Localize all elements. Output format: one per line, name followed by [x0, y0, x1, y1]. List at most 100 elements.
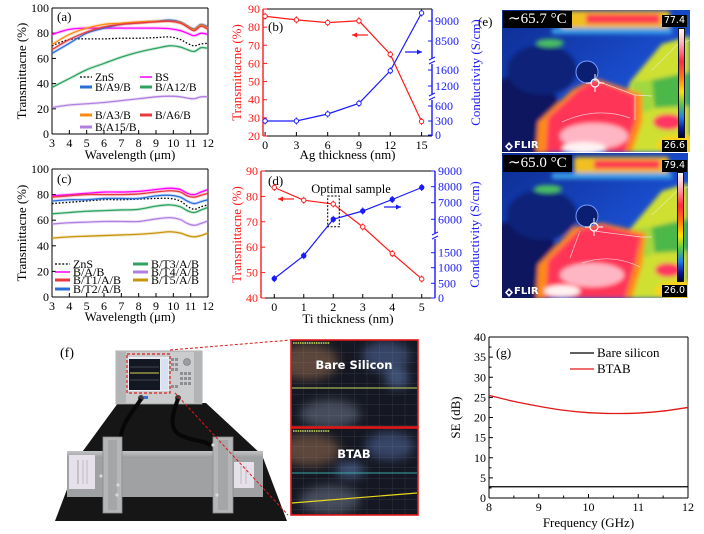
series-b-a12-b [51, 44, 209, 89]
data-point [387, 68, 393, 74]
legend-item: BS [140, 72, 169, 84]
thermal-image-2: ∼65.0 °C 79.4 26.0 FLIR [502, 153, 688, 298]
axis-break-line [428, 92, 436, 97]
panel-label: (a) [57, 9, 71, 24]
legend-label: B/A9/B [95, 82, 131, 94]
legend-label: B/T5/A/B [151, 273, 199, 287]
axis-break-line [431, 231, 439, 236]
scale-max-label: 79.4 [661, 160, 687, 172]
legend-label: B/A3/B [95, 110, 131, 122]
vna-instrument [115, 350, 203, 405]
x-axis-label: Wavelength (μm) [85, 309, 176, 324]
y-tick-label: 60 [246, 240, 258, 254]
x-axis-label: Ti thickness (nm) [302, 311, 393, 326]
panel-label-e: (e) [478, 14, 492, 29]
data-point [418, 118, 425, 125]
hottest-region [560, 263, 624, 287]
edge-line [651, 39, 690, 71]
y2-tick-label: 8000 [438, 180, 462, 194]
y2-tick-label: 9000 [438, 164, 462, 178]
y2-tick-label: 0 [435, 128, 441, 142]
x-tick-label: 7 [118, 136, 124, 150]
data-point [419, 276, 425, 282]
x-tick-label: 11 [185, 136, 197, 150]
x-tick-label: 7 [118, 299, 124, 313]
vna-softkeys [161, 359, 168, 390]
data-point [301, 197, 307, 203]
series-line [488, 394, 689, 415]
y-tick-label: 0 [43, 290, 49, 304]
chart-panel-d: 0 1 2 3 4 54050607080900500100015006000700080… [229, 164, 482, 326]
y-tick-label: 20 [248, 129, 260, 143]
thermal-scene [502, 10, 690, 152]
legend-label: B/T4/A/B [151, 265, 199, 279]
flir-logo: FLIR [505, 287, 539, 297]
hot-spot [655, 263, 681, 277]
legend-item: B/A6/B [140, 110, 191, 122]
data-point [271, 184, 277, 191]
y-tick-label: 40 [246, 291, 258, 305]
series-right-axis [271, 184, 425, 283]
x-axis-label: Frequency (GHz) [543, 515, 634, 530]
y2-tick-label: 8500 [435, 34, 459, 48]
axis-break-gap [432, 233, 438, 239]
series-line [51, 20, 209, 51]
y-axis-label: Transmittacne (%) [14, 185, 29, 282]
x-tick-label: 12 [202, 299, 214, 313]
series-b-a6-b [51, 19, 209, 51]
series-zns [51, 197, 209, 210]
right-arrow-icon [384, 204, 401, 210]
y-tick-label: 20 [37, 264, 49, 278]
flange-bolt [116, 483, 120, 487]
left-arrow-icon [352, 32, 368, 38]
y-tick-label: 10 [474, 451, 486, 465]
x-tick-label: 10 [167, 299, 179, 313]
flange-bolt [211, 443, 215, 447]
series-b-t5-a-b [51, 230, 209, 240]
crosshair-icon [585, 218, 603, 236]
annotation-label: Optimal sample [311, 182, 391, 196]
flange-bolt [99, 474, 103, 478]
y-tick-label: 50 [248, 75, 260, 89]
spot-temperature-label: ∼65.7 °C [503, 11, 572, 28]
legend-label: BS [155, 72, 169, 84]
series-line [51, 194, 209, 205]
axis-break-icon [431, 231, 439, 240]
y-tick-label: 90 [248, 2, 260, 16]
legend-label: B/T3/A/B [151, 257, 199, 271]
left-arrow-icon [278, 196, 294, 202]
y-tick-label: 35 [474, 350, 486, 364]
x-tick-label: 12 [384, 138, 396, 152]
hot-strip [586, 14, 660, 24]
data-point [293, 118, 300, 124]
edge-line [581, 258, 641, 268]
inset-border [290, 427, 419, 516]
inset-label-bare-silicon: Bare Silicon [315, 358, 392, 372]
y2-axis-label: Conductivity (S/cm) [468, 19, 483, 126]
legend-label: ZnS [73, 257, 93, 271]
legend-item: B/T5/A/B [133, 273, 199, 287]
hot-strip [594, 160, 660, 169]
y-tick-label: 80 [37, 188, 49, 202]
edge-line [561, 112, 631, 123]
series-b-t3-a-b [51, 203, 209, 216]
legend-item: B/T2/A/B [55, 282, 121, 296]
y-tick-label: 20 [37, 102, 49, 116]
arrow-head [352, 32, 357, 38]
y2-tick-label: 600 [435, 99, 453, 113]
thermal-scene [502, 153, 688, 298]
data-point [293, 17, 300, 23]
panel-label: (d) [268, 173, 283, 188]
legend-label: B/T2/A/B [73, 282, 121, 296]
x-axis-label: Wavelength (μm) [85, 147, 176, 162]
legend-item: B/A15/B [80, 122, 137, 134]
coax-cable-2 [170, 398, 213, 448]
legend-label: BTAB [597, 361, 631, 376]
vna-keypad [171, 358, 191, 388]
y-tick-label: 15 [474, 431, 486, 445]
y-tick-label: 40 [37, 239, 49, 253]
keypad-key [171, 385, 174, 388]
axis-break-gap [429, 58, 435, 64]
series-left-axis [271, 184, 425, 283]
